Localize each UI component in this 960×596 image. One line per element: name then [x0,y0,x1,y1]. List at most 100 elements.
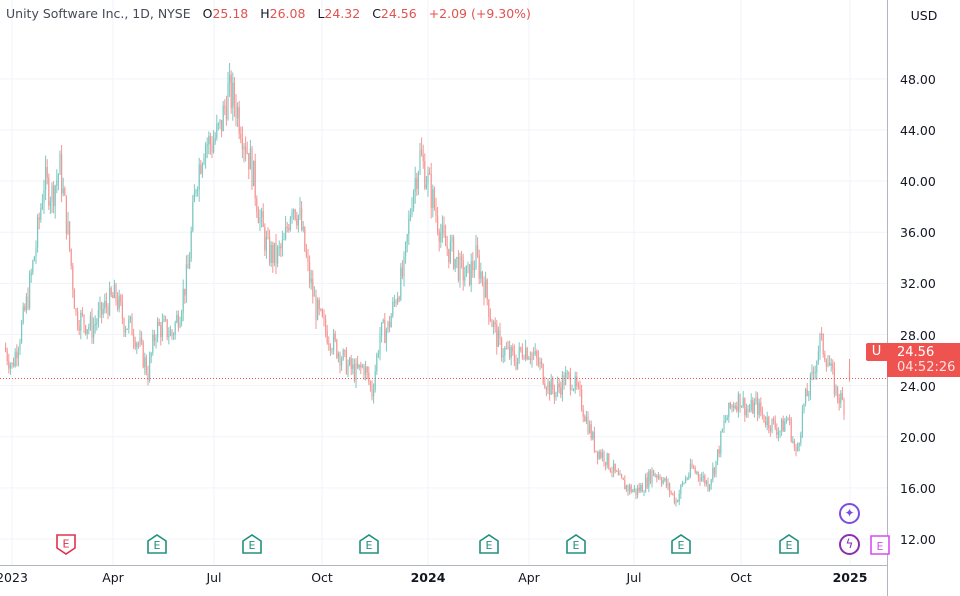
candle [248,152,250,180]
candle [155,334,157,349]
candle [49,196,51,215]
candle [334,330,336,343]
candle [449,234,451,265]
candle [257,206,259,224]
candle [757,392,759,422]
candle [73,288,75,309]
candle [213,130,215,154]
candle [14,348,16,368]
candle [433,186,435,211]
candle [680,484,682,499]
earnings-marker[interactable]: E [241,533,263,555]
earnings-marker[interactable]: E [565,533,587,555]
candle [62,177,64,197]
candle [726,414,728,421]
candle [102,302,104,319]
candle [824,350,826,363]
candle [99,296,101,319]
candle [13,357,15,368]
candle [499,322,501,346]
candle [48,173,50,211]
candle [310,269,312,290]
svg-text:E: E [573,539,580,552]
candle [104,293,106,314]
candle [761,406,763,420]
candle [304,226,306,253]
ohlc-legend: Unity Software Inc., 1D, NYSE O25.18 H26… [6,6,531,21]
candle [347,359,349,378]
candle [707,477,709,492]
sparkle-icon[interactable]: ✦ [839,503,860,524]
earnings-marker[interactable]: E [55,533,77,555]
candle [648,469,650,493]
candle [579,380,581,397]
candle [185,255,187,304]
earnings-marker[interactable]: E [869,534,891,556]
candle [254,153,256,206]
candle [536,349,538,366]
candle [320,308,322,312]
currency-button[interactable]: USD [910,8,938,23]
time-tick: Oct [730,570,752,585]
candle [317,297,319,321]
candle [350,354,352,376]
earnings-marker[interactable]: E [358,533,380,555]
candle [384,312,386,344]
candle [299,197,301,220]
candle [97,301,99,328]
candle [305,243,307,259]
candle [211,135,213,159]
candle [147,365,149,386]
candle [173,332,175,341]
candle [339,351,341,374]
candle [763,414,765,424]
candle [277,245,279,268]
candle [550,374,552,395]
earnings-marker[interactable]: E [146,533,168,555]
candle [405,241,407,264]
candle [441,215,443,243]
candle [662,476,664,485]
earnings-marker[interactable]: E [778,533,800,555]
time-tick: 2023 [0,570,28,585]
candle [253,160,255,187]
candle [669,482,671,498]
candle [491,319,493,328]
candle [569,367,571,396]
candle [779,430,781,438]
earnings-marker[interactable]: E [478,533,500,555]
candle [800,431,802,447]
candle [456,256,458,269]
candle [265,230,267,259]
candle [177,310,179,332]
earnings-icon: E [870,535,890,555]
lightning-icon[interactable]: ϟ [839,534,860,555]
candle [600,449,602,460]
candle [395,298,397,308]
candle [283,232,285,241]
candle [40,203,42,223]
candle [129,315,131,323]
candle [133,328,135,349]
candle [637,484,639,499]
candle [181,309,183,327]
candle [101,301,103,324]
candle [358,364,360,371]
candle [811,364,813,381]
close-value: 24.56 [380,6,417,21]
candle [768,415,770,434]
change-value: +2.09 (+9.30%) [428,6,531,21]
candle [93,317,95,344]
candle [361,363,363,369]
candle [622,477,624,481]
candle [806,382,808,397]
candle [837,386,839,404]
candle [601,448,603,462]
candle [741,405,743,408]
candle [413,189,415,212]
candle [333,328,335,355]
earnings-marker[interactable]: E [670,533,692,555]
candle [29,270,31,311]
earnings-icon: E [479,534,499,554]
